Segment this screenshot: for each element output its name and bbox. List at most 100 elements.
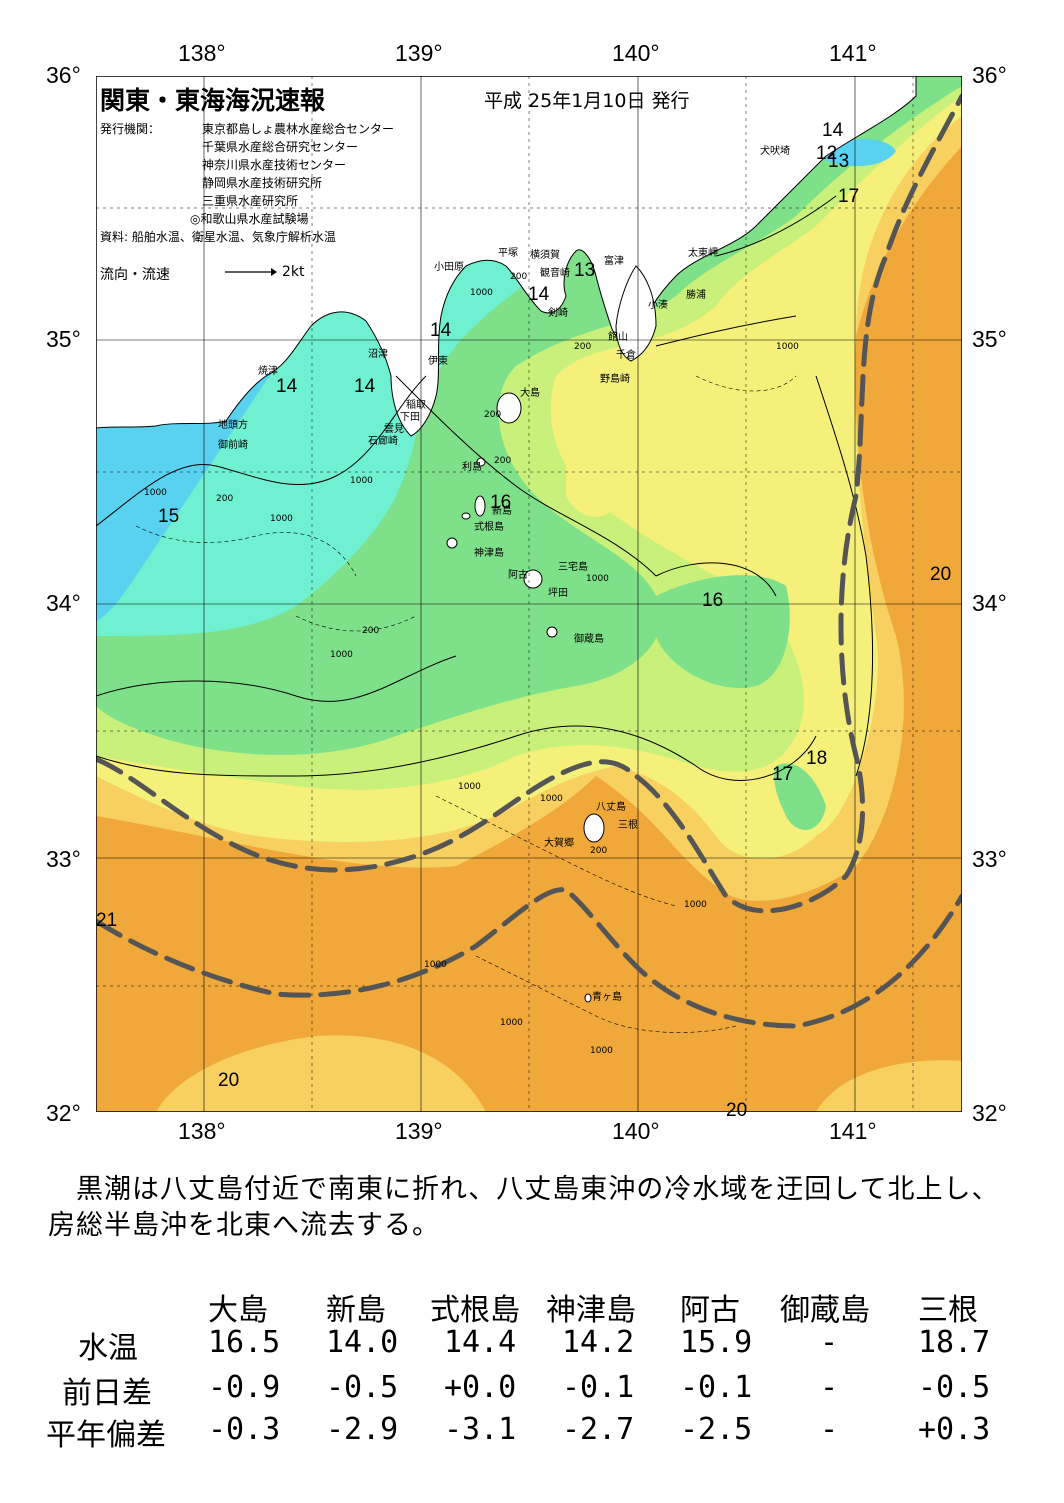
- lon-label-top-140: 140°: [612, 40, 660, 66]
- station-header-4: 阿古: [680, 1293, 740, 1328]
- lat-label-right-35: 35°: [972, 326, 1007, 352]
- island-kozushima: [446, 537, 458, 549]
- isobaths: [135, 375, 797, 1033]
- cell: -: [820, 1370, 839, 1405]
- place-label: 大島: [520, 388, 540, 399]
- temp-label: 21: [96, 910, 118, 931]
- station-header-1: 新島: [326, 1293, 386, 1328]
- island-shikinejima: [461, 512, 471, 520]
- station-header-2: 式根島: [430, 1293, 520, 1328]
- island-aogashima: [584, 993, 592, 1003]
- cell: 14.2: [562, 1325, 635, 1360]
- flow-label: 流向・流速: [100, 267, 170, 283]
- temp-label: 14: [276, 376, 298, 397]
- cell: 15.9: [680, 1325, 753, 1360]
- cell: -0.1: [680, 1370, 753, 1405]
- place-label: 御前崎: [218, 440, 248, 451]
- depth-label: 1000: [144, 488, 167, 498]
- place-label: 雲見: [384, 424, 404, 435]
- green-patch-east: [656, 575, 790, 688]
- temp-label: 16: [490, 492, 512, 513]
- depth-label: 1000: [776, 342, 799, 352]
- temp-label: 14: [430, 320, 452, 341]
- sea-temperature-map: [96, 76, 962, 1112]
- lat-label-left-32: 32°: [46, 1100, 81, 1126]
- temp-label: 18: [806, 748, 828, 769]
- place-label: 横須賀: [530, 250, 560, 261]
- place-label: 利島: [462, 462, 482, 473]
- row-label-anomaly: 平年偏差: [46, 1418, 166, 1453]
- temp-label: 13: [828, 151, 850, 172]
- issuer-1: 千葉県水産総合研究センター: [202, 140, 359, 154]
- place-label: 野島崎: [600, 374, 630, 385]
- flow-arrow-icon: [225, 268, 277, 276]
- island-hachijojima: [583, 813, 605, 843]
- cell: -2.9: [326, 1412, 399, 1447]
- station-header-6: 三根: [918, 1293, 978, 1328]
- depth-label: 200: [362, 626, 380, 636]
- row-label-temp: 水温: [78, 1331, 138, 1366]
- island-oshima: [496, 392, 522, 424]
- cell: -0.1: [562, 1370, 635, 1405]
- place-label: 下田: [400, 412, 420, 423]
- lon-label-bottom-139: 139°: [395, 1118, 443, 1144]
- island-niijima: [474, 495, 486, 517]
- place-label: 式根島: [474, 522, 504, 533]
- cell: -0.9: [208, 1370, 281, 1405]
- row-label-daydiff: 前日差: [62, 1376, 152, 1411]
- lat-label-left-33: 33°: [46, 846, 81, 872]
- depth-label: 1000: [330, 650, 353, 660]
- cell: +0.0: [444, 1370, 517, 1405]
- depth-label: 1000: [270, 514, 293, 524]
- station-header-3: 神津島: [546, 1293, 636, 1328]
- place-label: 沼津: [368, 349, 388, 360]
- place-label: 坪田: [548, 588, 568, 599]
- place-label: 大賀郷: [544, 838, 574, 849]
- temp-label: 14: [354, 376, 376, 397]
- temp-label: 17: [838, 186, 860, 207]
- map-minor-grid: [96, 76, 962, 1112]
- place-label: 青ヶ島: [592, 992, 622, 1003]
- depth-label: 1000: [590, 1046, 613, 1056]
- place-label: 館山: [608, 332, 628, 343]
- cold-east-patch: [826, 139, 896, 167]
- lat-label-right-32: 32°: [972, 1100, 1007, 1126]
- kuroshio-axis: [96, 93, 962, 1029]
- lat-label-left-36: 36°: [46, 62, 81, 88]
- place-label: 千倉: [616, 350, 636, 361]
- data-sources: 資料: 船舶水温、衛星水温、気象庁解析水温: [100, 230, 336, 244]
- green-patch-south: [774, 763, 826, 830]
- temp-label: 13: [574, 260, 596, 281]
- depth-label: 1000: [684, 900, 707, 910]
- issuers-label: 発行機関：: [100, 122, 161, 136]
- map-title: 関東・東海海況速報: [100, 86, 326, 115]
- yellow-patch-center: [566, 449, 618, 517]
- depth-label: 200: [510, 272, 528, 282]
- temp-label: 20: [218, 1070, 240, 1091]
- place-label: 観音崎: [540, 268, 570, 279]
- cell: -2.7: [562, 1412, 635, 1447]
- place-label: 稲取: [406, 400, 426, 411]
- lat-label-left-34: 34°: [46, 590, 81, 616]
- cell: -0.5: [326, 1370, 399, 1405]
- place-label: 犬吠埼: [760, 146, 790, 157]
- lat-label-right-36: 36°: [972, 62, 1007, 88]
- temp-label: 20: [726, 1100, 748, 1121]
- cell: -2.5: [680, 1412, 753, 1447]
- place-label: 新島: [492, 506, 512, 517]
- depth-label: 200: [574, 342, 592, 352]
- temp-label: 14: [528, 284, 550, 305]
- depth-label: 200: [484, 410, 502, 420]
- temp-label: 15: [158, 506, 180, 527]
- place-label: 焼津: [258, 366, 278, 377]
- place-label: 小湊: [648, 300, 668, 311]
- cell: -0.3: [208, 1412, 281, 1447]
- place-label: 伊東: [428, 356, 448, 367]
- land-honshu: [96, 76, 917, 437]
- temp-label: 16: [702, 590, 724, 611]
- place-label: 小田原: [434, 262, 464, 273]
- place-label: 御蔵島: [574, 634, 604, 645]
- station-header-5: 御蔵島: [780, 1293, 870, 1328]
- issuer-4: 三重県水産研究所: [202, 194, 299, 208]
- cell: 16.5: [208, 1325, 281, 1360]
